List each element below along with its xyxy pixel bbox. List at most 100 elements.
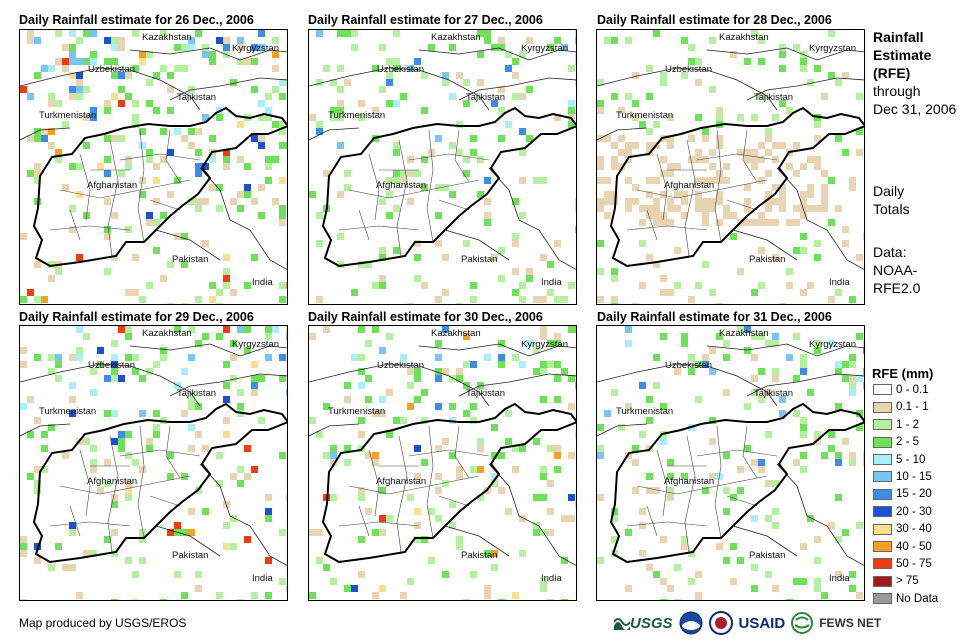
legend-item: 30 - 40 xyxy=(873,522,932,536)
country-border xyxy=(309,423,360,437)
country-label-pakistan: Pakistan xyxy=(749,254,786,265)
legend-label: 1 - 2 xyxy=(896,418,920,431)
country-label-kyrgyzstan: Kyrgyzstan xyxy=(232,339,279,350)
country-label-uzbekistan: Uzbekistan xyxy=(665,360,712,371)
province-border xyxy=(358,505,370,537)
legend-item: 0 - 0.1 xyxy=(873,383,929,397)
country-label-pakistan: Pakistan xyxy=(172,254,209,265)
country-border xyxy=(597,67,778,111)
province-border xyxy=(408,153,490,161)
province-border xyxy=(79,153,91,221)
legend-label: > 75 xyxy=(896,575,919,588)
province-border xyxy=(696,449,778,457)
country-label-kazakhstan: Kazakhstan xyxy=(431,32,481,43)
panel-title: Daily Rainfall estimate for 28 Dec., 200… xyxy=(597,13,832,27)
country-border xyxy=(309,67,490,111)
country-label-uzbekistan: Uzbekistan xyxy=(88,360,135,371)
legend-label: 5 - 10 xyxy=(896,453,926,466)
side-totals-line1: Daily xyxy=(873,183,905,199)
country-label-afghanistan: Afghanistan xyxy=(664,180,715,191)
province-border xyxy=(626,521,708,527)
country-label-india: India xyxy=(541,573,562,584)
country-label-tajikistan: Tajikistan xyxy=(177,92,217,103)
legend-swatch xyxy=(873,558,892,570)
country-border xyxy=(20,423,71,437)
country-border xyxy=(776,463,864,566)
side-title: Rainfall Estimate (RFE) through Dec 31, … xyxy=(873,28,956,118)
legend-label: 0.1 - 1 xyxy=(896,401,929,414)
usgs-logo: USGS xyxy=(614,615,673,632)
country-border xyxy=(20,127,71,141)
province-border xyxy=(656,449,668,517)
side-data-source: Data: NOAA- RFE2.0 xyxy=(873,243,920,297)
province-border xyxy=(646,505,658,537)
usgs-wave-icon xyxy=(614,618,630,630)
side-title-line1: Rainfall xyxy=(873,29,924,45)
country-border xyxy=(129,47,287,61)
side-data-line2: NOAA- xyxy=(873,262,918,278)
country-border xyxy=(309,127,360,141)
legend-label: 10 - 15 xyxy=(896,471,932,483)
country-label-tajikistan: Tajikistan xyxy=(466,92,506,103)
side-data-line3: RFE2.0 xyxy=(873,280,921,296)
province-border xyxy=(49,521,131,527)
afghanistan-border xyxy=(321,402,576,564)
country-border xyxy=(129,343,287,357)
country-label-turkmenistan: Turkmenistan xyxy=(616,406,674,417)
country-label-pakistan: Pakistan xyxy=(461,254,498,265)
province-border xyxy=(137,425,145,539)
country-label-india: India xyxy=(829,573,850,584)
country-border xyxy=(20,363,201,407)
side-totals: Daily Totals xyxy=(873,182,910,218)
legend-item: 1 - 2 xyxy=(873,418,919,432)
legend-label: 15 - 20 xyxy=(896,488,932,501)
afghanistan-border xyxy=(609,402,864,564)
country-label-turkmenistan: Turkmenistan xyxy=(328,110,386,121)
province-border xyxy=(396,435,408,553)
country-border xyxy=(488,463,576,566)
rainfall-map-svg xyxy=(597,30,864,304)
legend-item: 0.1 - 1 xyxy=(873,400,929,414)
afghanistan-border xyxy=(609,106,864,268)
country-border xyxy=(169,77,287,101)
fewsnet-logo: FEWS NET xyxy=(819,616,882,630)
country-label-pakistan: Pakistan xyxy=(461,550,498,561)
country-label-kazakhstan: Kazakhstan xyxy=(142,328,192,339)
country-border xyxy=(444,525,510,557)
legend-title: RFE (mm) xyxy=(872,366,934,381)
country-border xyxy=(746,77,864,101)
country-label-turkmenistan: Turkmenistan xyxy=(328,406,386,417)
rainfall-pixels xyxy=(309,326,576,600)
province-border xyxy=(454,425,470,479)
legend-item: 15 - 20 xyxy=(873,487,932,501)
legend-item: No Data xyxy=(873,592,938,606)
country-label-tajikistan: Tajikistan xyxy=(177,388,217,399)
rainfall-map-svg xyxy=(309,30,576,304)
legend-swatch xyxy=(873,401,892,413)
legend-swatch xyxy=(873,506,892,518)
country-border xyxy=(732,525,798,557)
province-border xyxy=(119,153,201,161)
province-border xyxy=(59,179,191,199)
country-label-afghanistan: Afghanistan xyxy=(87,180,138,191)
legend-swatch xyxy=(873,523,892,535)
province-border xyxy=(149,495,181,507)
side-data-line1: Data: xyxy=(873,244,907,260)
province-border xyxy=(714,129,722,243)
country-label-uzbekistan: Uzbekistan xyxy=(88,64,135,75)
province-border xyxy=(636,475,768,495)
rainfall-map: Kazakhstan Kyrgyzstan Uzbekistan Tajikistan… xyxy=(19,29,288,305)
legend-swatch xyxy=(873,488,892,500)
province-border xyxy=(119,449,201,457)
province-border xyxy=(726,495,758,507)
province-border xyxy=(656,153,668,221)
legend-label: 0 - 0.1 xyxy=(896,384,929,396)
province-border xyxy=(59,475,191,495)
country-border xyxy=(706,47,864,61)
country-label-kazakhstan: Kazakhstan xyxy=(142,32,192,43)
province-border xyxy=(426,425,434,539)
country-border xyxy=(706,343,864,357)
country-label-kyrgyzstan: Kyrgyzstan xyxy=(521,339,568,350)
legend-label: 30 - 40 xyxy=(896,523,932,536)
province-border xyxy=(714,425,722,539)
